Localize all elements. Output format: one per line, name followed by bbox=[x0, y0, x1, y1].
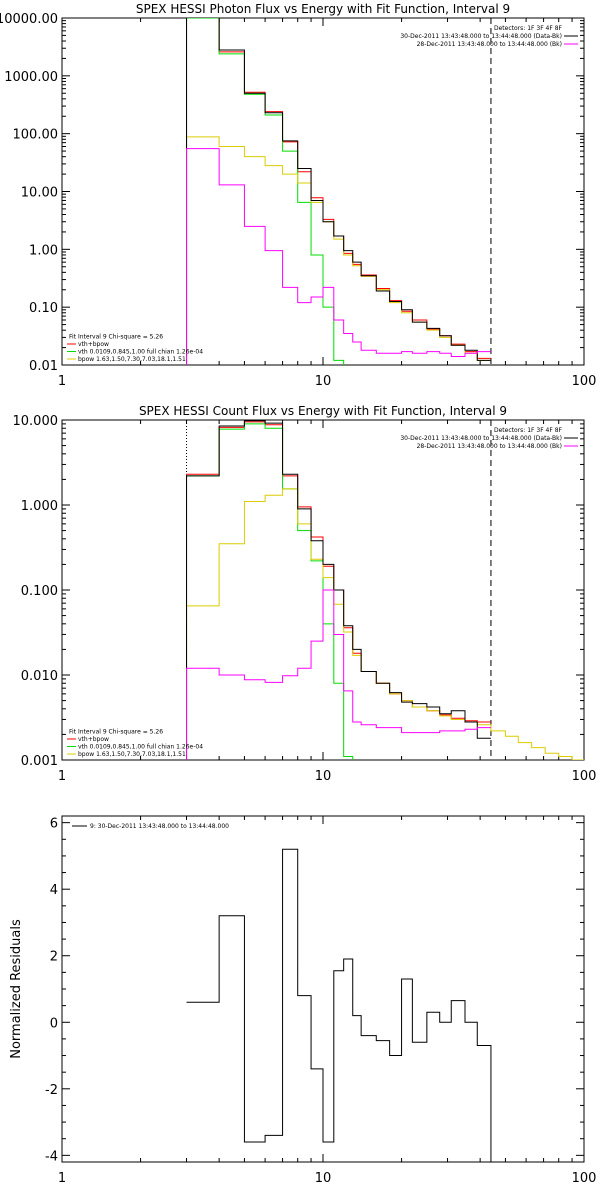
series-group bbox=[186, 848, 492, 1162]
legend-entry: vth+bpow bbox=[78, 341, 109, 348]
y-tick-label: 10.00 bbox=[21, 186, 58, 201]
series-line-2 bbox=[186, 18, 345, 365]
y-tick-label: -4 bbox=[45, 1149, 58, 1164]
series-line-2 bbox=[186, 423, 354, 760]
y-axis-label: Normalized Residuals bbox=[9, 919, 24, 1059]
y-tick-label: 6 bbox=[50, 817, 58, 832]
x-tick-label: 1 bbox=[58, 1171, 66, 1186]
legend-entry: 30-Dec-2011 13:43:48.000 to 13:44:48.000… bbox=[400, 435, 562, 442]
y-tick-label: 1000.00 bbox=[4, 70, 58, 85]
y-tick-label: 4 bbox=[50, 883, 58, 898]
y-tick-label: 0.10 bbox=[29, 301, 58, 316]
legend-entry: vth+bpow bbox=[78, 736, 109, 743]
y-tick-label: -2 bbox=[45, 1083, 58, 1098]
x-tick-label: 100 bbox=[572, 1171, 597, 1186]
legend-entry: Fit Interval 9 Chi-square = 5.26 bbox=[69, 334, 163, 341]
y-tick-label: 0.01 bbox=[29, 359, 58, 374]
y-tick-label: 0.100 bbox=[21, 584, 58, 599]
series-line-1 bbox=[186, 18, 491, 365]
x-tick-label: 100 bbox=[572, 769, 597, 784]
y-tick-label: 100.00 bbox=[13, 128, 59, 143]
series-line-1 bbox=[186, 848, 492, 1162]
series-line-5 bbox=[186, 589, 491, 760]
chart-title: SPEX HESSI Count Flux vs Energy with Fit… bbox=[139, 404, 507, 418]
legend-entry: 30-Dec-2011 13:43:48.000 to 13:44:48.000… bbox=[400, 33, 562, 40]
x-tick-label: 10 bbox=[315, 1171, 332, 1186]
y-tick-label: 2 bbox=[50, 950, 58, 965]
y-tick-label: 0.001 bbox=[21, 754, 58, 769]
x-tick-label: 1 bbox=[58, 374, 66, 389]
x-tick-label: 10 bbox=[315, 374, 332, 389]
x-tick-label: 1 bbox=[58, 769, 66, 784]
legend-entry: vth 0.0109,0.845,1.00 full chian 1.26e-0… bbox=[78, 349, 203, 356]
legend-entry: 28-Dec-2011 13:43:48.000 to 13:44:48.000… bbox=[417, 41, 562, 48]
y-tick-label: 1.000 bbox=[21, 499, 58, 514]
series-group bbox=[186, 18, 491, 365]
y-tick-label: 1.00 bbox=[29, 243, 58, 258]
chart-title: SPEX HESSI Photon Flux vs Energy with Fi… bbox=[136, 2, 510, 16]
legend-entry: 9: 30-Dec-2011 13:43:48.000 to 13:44:48.… bbox=[90, 823, 229, 830]
legend-entry: vth 0.0109,0.845,1.00 full chian 1.26e-0… bbox=[78, 744, 203, 751]
legend-entry: Detectors: 1F 3F 4F 8F bbox=[494, 25, 563, 32]
y-tick-label: 0.010 bbox=[21, 669, 58, 684]
legend-entry: 28-Dec-2011 13:43:48.000 to 13:44:48.000… bbox=[417, 443, 562, 450]
series-line-3 bbox=[186, 136, 491, 365]
series-line-3 bbox=[186, 488, 584, 760]
series-line-4 bbox=[186, 18, 491, 365]
y-tick-label: 10.000 bbox=[13, 414, 59, 429]
legend-entry: Detectors: 1F 3F 4F 8F bbox=[494, 427, 563, 434]
series-line-4 bbox=[186, 420, 491, 760]
chart-panel-3: Normalized Residuals 1 10 100 -4 -2 0 2 4 6 9: 30-… bbox=[9, 815, 597, 1186]
legend-entry: bpow 1.63,1.50,7.30,7.03,18.1,1.51 bbox=[78, 356, 186, 363]
plot-frame bbox=[61, 17, 585, 366]
chart-panel-2: SPEX HESSI Count Flux vs Energy with Fit… bbox=[13, 404, 597, 784]
y-tick-label: 0 bbox=[50, 1016, 58, 1031]
y-tick-label: 10000.00 bbox=[0, 12, 58, 27]
x-tick-label: 10 bbox=[315, 769, 332, 784]
legend-entry: Fit Interval 9 Chi-square = 5.26 bbox=[69, 729, 163, 736]
x-tick-label: 100 bbox=[572, 374, 597, 389]
series-group bbox=[186, 420, 584, 760]
legend-entry: bpow 1.63,1.50,7.30,7.03,18.1,1.51 bbox=[78, 751, 186, 758]
chart-panel-1: SPEX HESSI Photon Flux vs Energy with Fi… bbox=[0, 2, 597, 389]
series-line-5 bbox=[186, 148, 491, 365]
